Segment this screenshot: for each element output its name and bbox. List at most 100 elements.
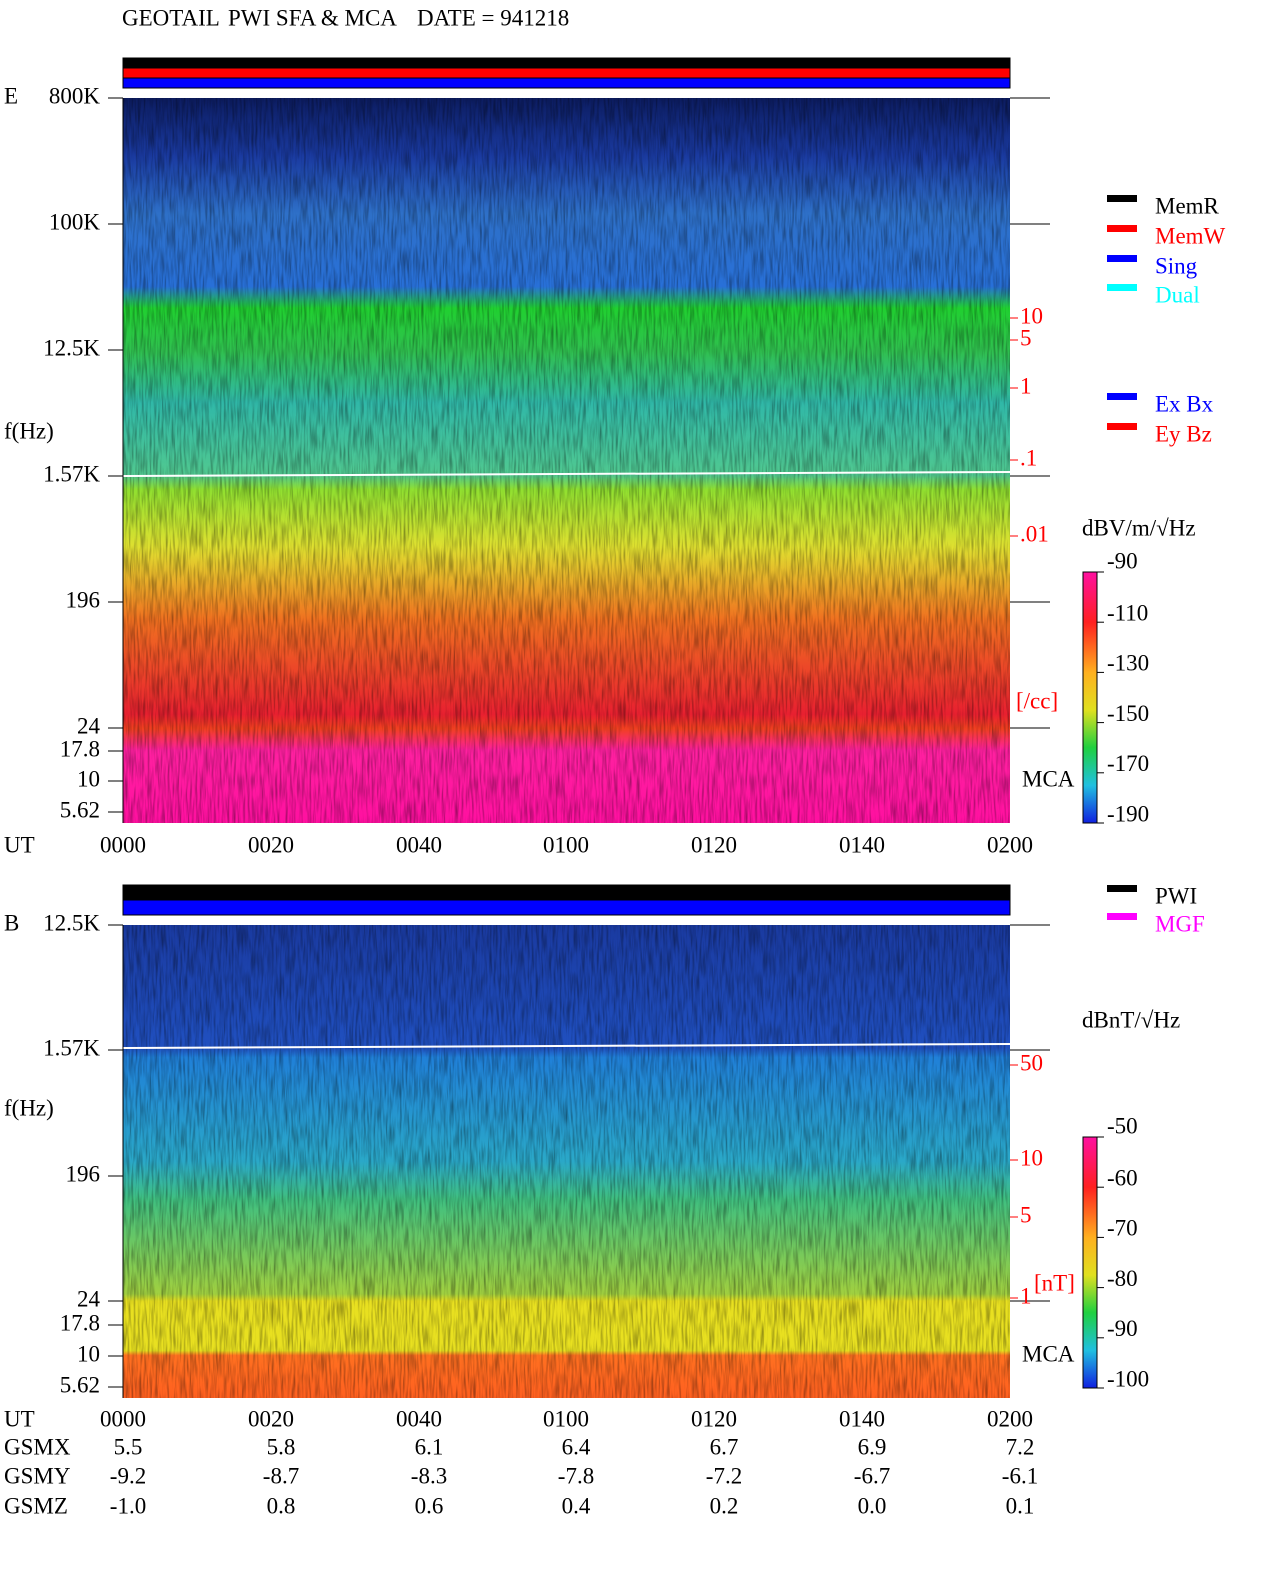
spectrogram-texture [123,98,1010,823]
legend-label: Sing [1155,253,1198,278]
colorbar-tick-label: -190 [1107,801,1149,826]
legend-label: Ex Bx [1155,391,1214,416]
freq-tick-label: 24 [77,713,101,738]
orbit-value: -6.7 [854,1463,890,1488]
density-unit: [/cc] [1016,688,1058,713]
freq-axis-label: f(Hz) [4,1095,54,1120]
freq-tick-label: 17.8 [60,1310,100,1335]
panel-label: B [4,910,19,935]
colorbar-tick-label: -150 [1107,701,1149,726]
legend-swatch [1107,423,1137,430]
orbit-value: -7.8 [558,1463,594,1488]
time-tick-label: 0120 [691,832,737,857]
legend-swatch [1107,885,1137,892]
legend-swatch [1107,255,1137,262]
density-tick-label: .01 [1020,521,1049,546]
time-tick-label: 0120 [691,1406,737,1431]
colorbar-tick-label: -80 [1107,1266,1138,1291]
legend-label: Dual [1155,282,1200,307]
status-stripe [122,884,1011,901]
status-stripe [122,77,1011,89]
time-axis-label: UT [4,1406,35,1431]
colorbar-tick-label: -100 [1107,1366,1149,1391]
density-tick-label: .1 [1020,445,1037,470]
orbit-value: -9.2 [110,1463,146,1488]
orbit-value: -8.7 [263,1463,299,1488]
colorbar-tick-label: -170 [1107,751,1149,776]
orbit-value: -7.2 [706,1463,742,1488]
density-tick-label: 10 [1020,1145,1043,1170]
freq-tick-label: 24 [77,1286,101,1311]
time-tick-label: 0040 [396,832,442,857]
colorbar-unit: dBV/m/√Hz [1082,515,1196,540]
freq-tick-label: 12.5K [43,910,100,935]
status-stripe [122,67,1011,79]
legend-swatch [1107,913,1137,920]
freq-tick-label: 17.8 [60,736,100,761]
colorbar-tick-label: -50 [1107,1113,1138,1138]
title-instrument: PWI SFA & MCA [228,5,397,30]
legend-swatch [1107,195,1137,202]
colorbar-tick-label: -130 [1107,651,1149,676]
orbit-value: 0.6 [415,1493,444,1518]
freq-tick-label: 1.57K [43,461,100,486]
freq-axis-label: f(Hz) [4,418,54,443]
time-tick-label: 0100 [543,832,589,857]
orbit-value: 0.2 [710,1493,739,1518]
freq-tick-label: 10 [77,766,100,791]
time-tick-label: 0000 [100,832,146,857]
orbit-value: 7.2 [1006,1434,1035,1459]
time-tick-label: 0040 [396,1406,442,1431]
orbit-value: 6.7 [710,1434,739,1459]
freq-tick-label: 100K [49,209,101,234]
cutoff-line [122,471,1011,477]
orbit-value: 0.0 [858,1493,887,1518]
orbit-value: 0.4 [562,1493,591,1518]
spectrogram-texture [123,925,1010,1398]
freq-tick-label: 12.5K [43,335,100,360]
legend-label: MGF [1155,911,1205,936]
legend-swatch [1107,284,1137,291]
orbit-value: 0.8 [267,1493,296,1518]
orbit-value: 5.5 [114,1434,143,1459]
colorbar-tick-label: -90 [1107,1316,1138,1341]
freq-tick-label: 5.62 [60,797,100,822]
freq-tick-label: 10 [77,1341,100,1366]
orbit-value: -8.3 [411,1463,447,1488]
freq-tick-label: 196 [66,1161,101,1186]
freq-tick-label: 1.57K [43,1035,100,1060]
status-stripe [122,899,1011,916]
time-tick-label: 0000 [100,1406,146,1431]
freq-tick-label: 196 [66,587,101,612]
legend-swatch [1107,393,1137,400]
density-tick-label: 5 [1020,1202,1032,1227]
colorbar-tick-label: -110 [1107,600,1148,625]
mca-label: MCA [1022,766,1075,791]
colorbar-tick-label: -70 [1107,1216,1138,1241]
time-tick-label: 0200 [987,832,1033,857]
orbit-label: GSMZ [4,1493,68,1518]
time-axis-label: UT [4,832,35,857]
panel-label: E [4,83,18,108]
mca-label: MCA [1022,1341,1075,1366]
orbit-value: 6.4 [562,1434,591,1459]
colorbar-tick-label: -90 [1107,548,1138,573]
title-mission: GEOTAIL [122,5,220,30]
time-tick-label: 0140 [839,1406,885,1431]
time-tick-label: 0200 [987,1406,1033,1431]
time-tick-label: 0020 [248,832,294,857]
cutoff-line [122,1043,1011,1049]
time-tick-label: 0100 [543,1406,589,1431]
legend-swatch [1107,225,1137,232]
colorbar-unit: dBnT/√Hz [1082,1007,1180,1032]
density-tick-label: 50 [1020,1050,1043,1075]
legend-label: PWI [1155,883,1197,908]
orbit-value: -1.0 [110,1493,146,1518]
status-stripe [122,57,1011,69]
time-tick-label: 0020 [248,1406,294,1431]
freq-tick-label: 800K [49,83,101,108]
time-tick-label: 0140 [839,832,885,857]
orbit-value: 6.9 [858,1434,887,1459]
orbit-value: 0.1 [1006,1493,1035,1518]
